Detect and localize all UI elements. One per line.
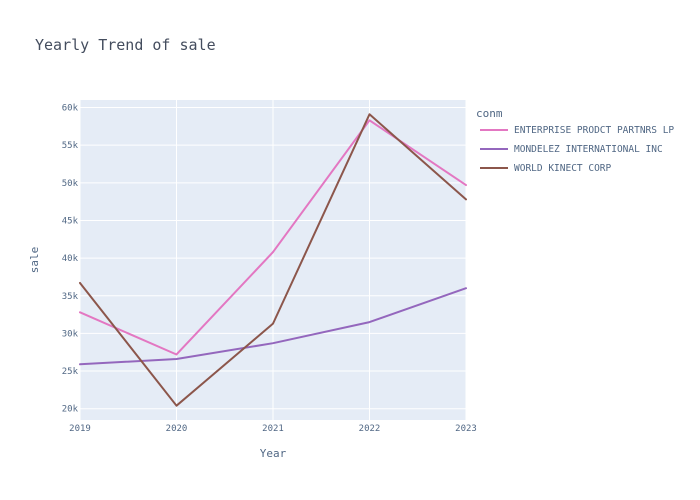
y-tick-label: 35k xyxy=(62,292,79,302)
series-line-3 xyxy=(79,113,467,407)
series-line-2 xyxy=(79,287,467,366)
y-tick-label: 25k xyxy=(62,367,79,377)
chart-title: Yearly Trend of sale xyxy=(35,36,216,54)
x-tick-label: 2022 xyxy=(359,424,381,434)
legend-entry: WORLD KINECT CORP xyxy=(514,163,612,174)
x-axis-title: Year xyxy=(260,447,287,460)
y-tick-label: 45k xyxy=(62,216,79,226)
legend: conm ENTERPRISE PRODCT PARTNRS LP MONDELE… xyxy=(476,107,674,174)
y-axis-ticks: 20k 25k 30k 35k 40k 45k 50k 55k 60k xyxy=(62,104,79,415)
y-tick-label: 40k xyxy=(62,254,79,264)
x-tick-label: 2020 xyxy=(166,424,188,434)
y-tick-label: 60k xyxy=(62,104,79,114)
legend-entry: ENTERPRISE PRODCT PARTNRS LP xyxy=(514,125,674,136)
y-tick-label: 55k xyxy=(62,141,79,151)
y-tick-label: 30k xyxy=(62,329,79,339)
legend-title: conm xyxy=(476,107,503,120)
x-axis-ticks: 2019 2020 2021 2022 2023 xyxy=(69,424,477,434)
series-lines xyxy=(79,113,467,407)
y-axis-title: sale xyxy=(28,247,41,274)
x-tick-label: 2019 xyxy=(69,424,91,434)
x-tick-label: 2023 xyxy=(455,424,477,434)
legend-entry: MONDELEZ INTERNATIONAL INC xyxy=(514,144,663,155)
x-tick-label: 2021 xyxy=(262,424,284,434)
y-tick-label: 20k xyxy=(62,405,79,415)
y-tick-label: 50k xyxy=(62,179,79,189)
grid-lines xyxy=(79,100,467,420)
